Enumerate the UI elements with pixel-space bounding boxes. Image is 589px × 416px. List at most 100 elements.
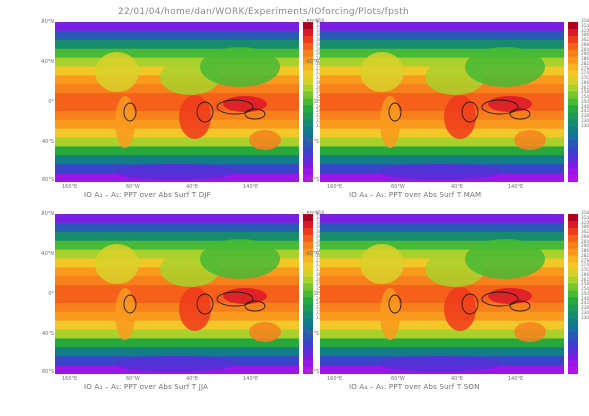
temperature-map	[55, 22, 299, 182]
colorbar-tick-label: 262	[581, 84, 589, 90]
colorbar-tick-label: 290	[581, 243, 589, 249]
colorbar	[303, 214, 313, 375]
lon-tick-label: 140°E	[243, 184, 259, 190]
lat-tick-label: 80°N	[306, 211, 319, 217]
colorbar-tick-label: 230	[581, 122, 589, 128]
colorbar	[568, 22, 578, 183]
colorbar-tick-label: 282	[581, 60, 589, 66]
colorbar-tick-label: 254	[581, 94, 589, 99]
lat-tick-label: 40°S	[41, 139, 54, 145]
map-panel: 80°N 40°N 0° 40°S 80°S 160°E 60°W 40°E 140°E 318 3…	[40, 19, 330, 217]
lon-tick-label: 140°E	[243, 376, 259, 382]
colorbar-tick-label: 246	[581, 103, 589, 109]
plot-header-path: 22/01/04/home/dan/WORK/Experiments/IOfor…	[118, 7, 409, 17]
lat-tick-label: 40°S	[41, 331, 54, 337]
lat-tick-label: 80°N	[41, 211, 54, 217]
lon-tick-label: 40°E	[451, 376, 464, 382]
lat-tick-label: 40°S	[306, 139, 319, 145]
map-panel: 80°N40°N0°40°S80°S160°E60°W40°E140°E3183…	[40, 211, 330, 409]
colorbar-tick-label: 254	[581, 286, 589, 291]
colorbar-tick-label: 310	[581, 27, 589, 33]
colorbar-tick-label: 266	[581, 79, 589, 85]
lon-tick-label: 60°W	[126, 184, 140, 190]
colorbar-tick-label: 278	[581, 65, 589, 71]
colorbar-tick-label: 298	[581, 41, 589, 47]
lat-tick-label: 40°N	[41, 251, 54, 257]
colorbar-tick-label: 314	[581, 214, 589, 220]
panel-caption: IO A₄ – A₁: PPT over Abs Surf T JJA	[84, 383, 209, 391]
lat-tick-label: 0°	[313, 99, 319, 105]
lat-tick-label: 40°N	[306, 59, 319, 65]
colorbar-tick-label: 286	[581, 248, 589, 253]
lon-tick-label: 60°W	[391, 184, 405, 190]
colorbar-tick-label: 266	[581, 271, 589, 277]
colorbar-tick-label: 306	[581, 224, 589, 230]
panel-caption: IO A₄ – A₁: PPT over Abs Surf T SON	[349, 383, 480, 391]
lon-tick-label: 160°E	[327, 376, 343, 382]
lat-tick-label: 80°S	[41, 369, 54, 375]
colorbar	[568, 214, 578, 375]
lon-tick-label: 140°E	[508, 184, 524, 190]
lat-tick-label: 0°	[313, 291, 319, 297]
lon-tick-label: 40°E	[451, 184, 464, 190]
colorbar-tick-label: 274	[581, 262, 589, 268]
lat-tick-label: 80°N	[41, 19, 54, 25]
lat-tick-label: 80°N	[306, 19, 319, 25]
colorbar-tick-label: 262	[581, 276, 589, 282]
lon-tick-label: 60°W	[126, 376, 140, 382]
colorbar-tick-label: 270	[581, 267, 589, 272]
colorbar-tick-label: 318	[581, 210, 589, 215]
colorbar-tick-label: 250	[581, 290, 589, 296]
colorbar-tick-label: 274	[581, 70, 589, 76]
colorbar-tick-label: 230	[581, 314, 589, 320]
lon-tick-label: 160°E	[62, 184, 78, 190]
lat-tick-label: 80°S	[306, 369, 319, 375]
lat-tick-label: 40°S	[306, 331, 319, 337]
temperature-map	[320, 214, 564, 374]
colorbar-tick-label: 290	[581, 51, 589, 57]
colorbar-tick-label: 302	[581, 229, 589, 234]
colorbar-tick-label: 294	[581, 46, 589, 52]
colorbar-tick-label: 302	[581, 37, 589, 42]
lat-tick-label: 0°	[48, 99, 54, 105]
lat-tick-label: 80°S	[306, 177, 319, 183]
colorbar	[303, 22, 313, 183]
lon-tick-label: 40°E	[186, 376, 199, 382]
colorbar-tick-label: 310	[581, 219, 589, 225]
colorbar-tick-label: 246	[581, 295, 589, 301]
colorbar-tick-label: 238	[581, 305, 589, 310]
lon-tick-label: 160°E	[62, 376, 78, 382]
colorbar-tick-label: 318	[316, 18, 324, 23]
colorbar-tick-label: 286	[581, 56, 589, 61]
lat-tick-label: 80°S	[41, 177, 54, 183]
lat-tick-label: 40°N	[306, 251, 319, 257]
colorbar-tick-label: 306	[581, 32, 589, 38]
panel-caption: IO A₄ – A₁: PPT over Abs Surf T DJF	[84, 191, 211, 199]
lat-tick-label: 0°	[48, 291, 54, 297]
colorbar-tick-label: 314	[581, 22, 589, 28]
lat-tick-label: 40°N	[41, 59, 54, 65]
panel-caption: IO A₄ – A₁: PPT over Abs Surf T MAM	[349, 191, 482, 199]
colorbar-tick-label: 258	[581, 281, 589, 287]
lon-tick-label: 40°E	[186, 184, 199, 190]
colorbar-tick-label: 242	[581, 108, 589, 114]
temperature-map	[320, 22, 564, 182]
colorbar-tick-label: 298	[581, 233, 589, 239]
colorbar-tick-label: 234	[581, 117, 589, 123]
colorbar-tick-label: 250	[581, 98, 589, 104]
colorbar-tick-label: 258	[581, 89, 589, 95]
temperature-map	[55, 214, 299, 374]
colorbar-tick-label: 234	[581, 309, 589, 315]
colorbar-tick-label: 318	[581, 18, 589, 23]
colorbar-tick-label: 282	[581, 252, 589, 258]
lon-tick-label: 140°E	[508, 376, 524, 382]
colorbar-tick-label: 294	[581, 238, 589, 244]
colorbar-tick-label: 318	[316, 210, 324, 215]
colorbar-tick-label: 242	[581, 300, 589, 306]
colorbar-tick-label: 278	[581, 257, 589, 263]
colorbar-tick-label: 238	[581, 113, 589, 118]
